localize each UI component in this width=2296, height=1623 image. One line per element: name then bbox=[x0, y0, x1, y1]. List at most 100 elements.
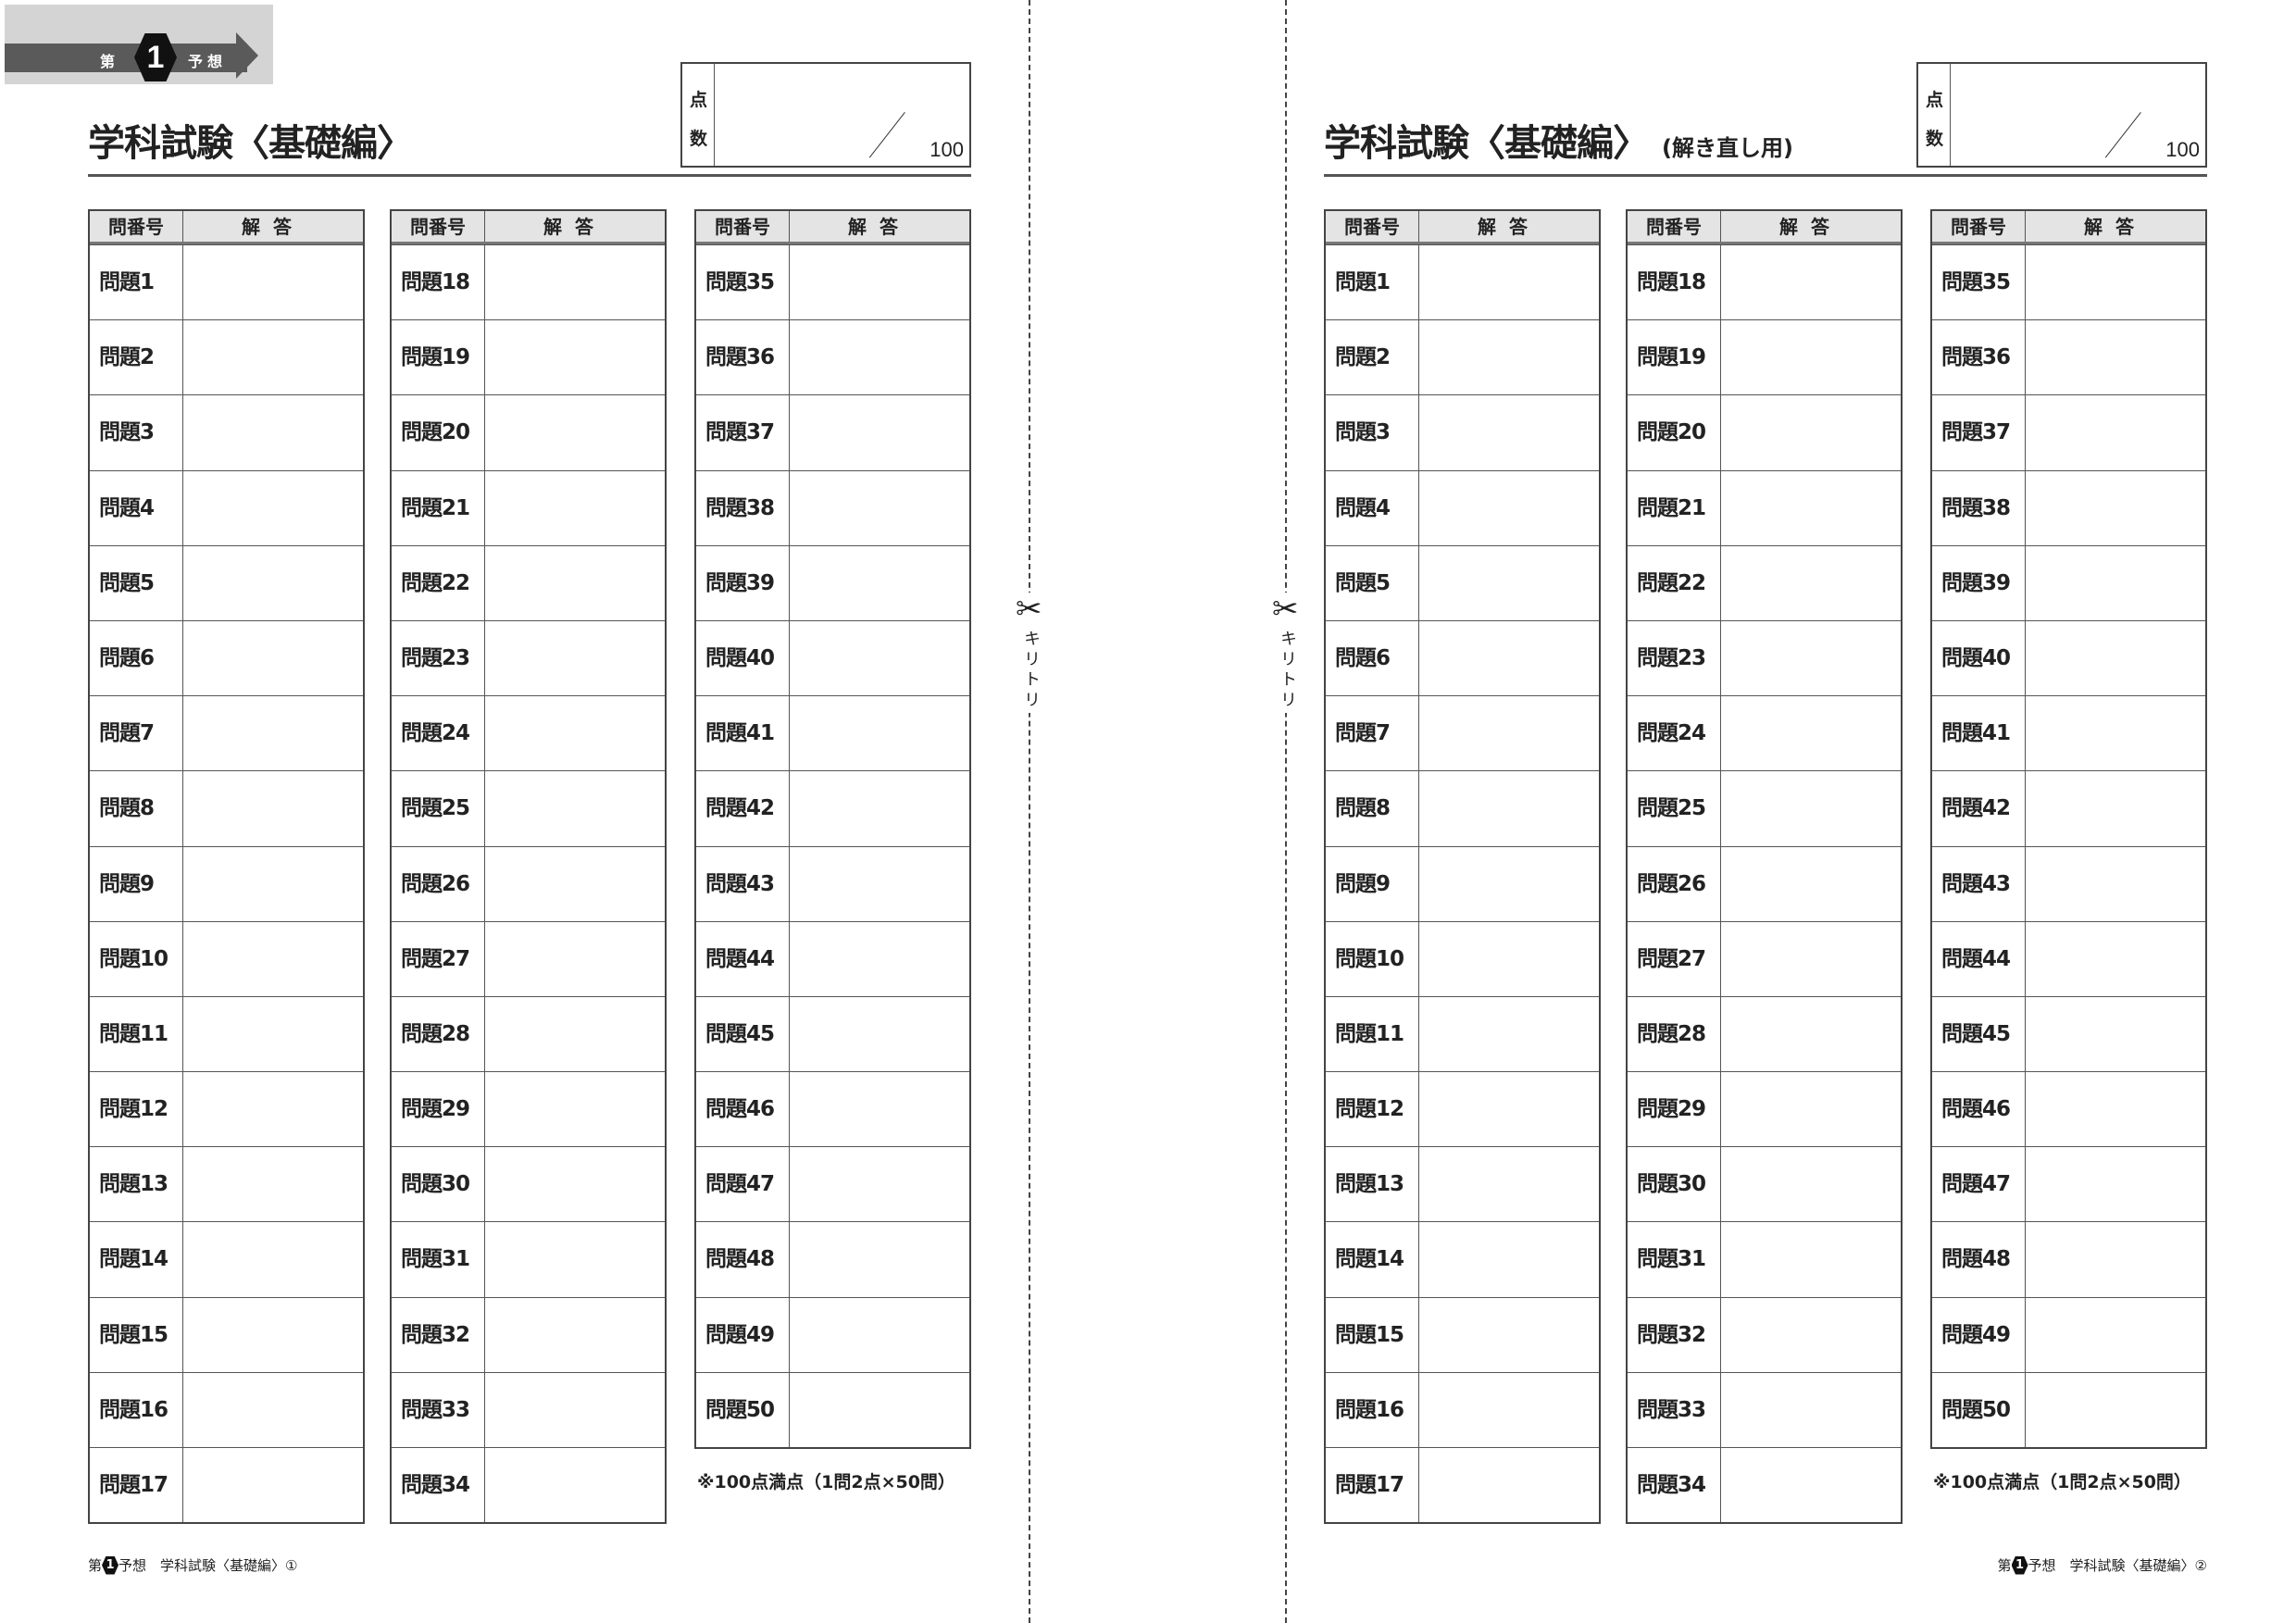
answer-cell[interactable] bbox=[1721, 471, 1901, 545]
answer-cell[interactable] bbox=[1419, 1298, 1599, 1372]
answer-cell[interactable] bbox=[183, 696, 363, 770]
answer-cell[interactable] bbox=[790, 395, 969, 469]
answer-cell[interactable] bbox=[790, 1298, 969, 1372]
answer-cell[interactable] bbox=[485, 1448, 665, 1522]
answer-cell[interactable] bbox=[485, 1222, 665, 1296]
answer-cell[interactable] bbox=[2026, 546, 2205, 620]
answer-cell[interactable] bbox=[2026, 696, 2205, 770]
answer-cell[interactable] bbox=[1721, 1298, 1901, 1372]
answer-cell[interactable] bbox=[790, 922, 969, 996]
answer-cell[interactable] bbox=[1721, 1072, 1901, 1146]
answer-cell[interactable] bbox=[1419, 1373, 1599, 1447]
answer-cell[interactable] bbox=[1721, 847, 1901, 921]
answer-cell[interactable] bbox=[1721, 997, 1901, 1071]
answer-cell[interactable] bbox=[485, 696, 665, 770]
answer-cell[interactable] bbox=[790, 471, 969, 545]
answer-cell[interactable] bbox=[1419, 997, 1599, 1071]
answer-cell[interactable] bbox=[2026, 395, 2205, 469]
answer-cell[interactable] bbox=[485, 997, 665, 1071]
answer-cell[interactable] bbox=[485, 1072, 665, 1146]
answer-cell[interactable] bbox=[790, 771, 969, 845]
answer-cell[interactable] bbox=[1721, 1373, 1901, 1447]
answer-cell[interactable] bbox=[485, 1298, 665, 1372]
answer-cell[interactable] bbox=[1419, 245, 1599, 319]
answer-cell[interactable] bbox=[1721, 621, 1901, 695]
answer-cell[interactable] bbox=[1419, 1448, 1599, 1522]
answer-cell[interactable] bbox=[183, 997, 363, 1071]
answer-cell[interactable] bbox=[183, 922, 363, 996]
answer-cell[interactable] bbox=[2026, 245, 2205, 319]
answer-cell[interactable] bbox=[2026, 1373, 2205, 1447]
answer-cell[interactable] bbox=[2026, 471, 2205, 545]
answer-cell[interactable] bbox=[2026, 621, 2205, 695]
answer-cell[interactable] bbox=[183, 1298, 363, 1372]
answer-cell[interactable] bbox=[1721, 1222, 1901, 1296]
answer-cell[interactable] bbox=[485, 1147, 665, 1221]
answer-cell[interactable] bbox=[1419, 771, 1599, 845]
answer-cell[interactable] bbox=[1419, 696, 1599, 770]
answer-cell[interactable] bbox=[485, 320, 665, 394]
answer-cell[interactable] bbox=[183, 1373, 363, 1447]
answer-cell[interactable] bbox=[183, 546, 363, 620]
answer-cell[interactable] bbox=[1721, 395, 1901, 469]
answer-cell[interactable] bbox=[790, 1373, 969, 1447]
answer-cell[interactable] bbox=[2026, 1147, 2205, 1221]
answer-cell[interactable] bbox=[485, 621, 665, 695]
answer-cell[interactable] bbox=[183, 621, 363, 695]
answer-cell[interactable] bbox=[183, 771, 363, 845]
answer-cell[interactable] bbox=[1419, 1222, 1599, 1296]
answer-cell[interactable] bbox=[183, 1448, 363, 1522]
answer-cell[interactable] bbox=[790, 621, 969, 695]
answer-cell[interactable] bbox=[485, 922, 665, 996]
answer-cell[interactable] bbox=[790, 546, 969, 620]
answer-cell[interactable] bbox=[2026, 997, 2205, 1071]
answer-cell[interactable] bbox=[485, 395, 665, 469]
answer-cell[interactable] bbox=[485, 471, 665, 545]
answer-cell[interactable] bbox=[183, 395, 363, 469]
answer-cell[interactable] bbox=[790, 847, 969, 921]
answer-cell[interactable] bbox=[1721, 771, 1901, 845]
answer-cell[interactable] bbox=[2026, 320, 2205, 394]
answer-cell[interactable] bbox=[1419, 546, 1599, 620]
answer-cell[interactable] bbox=[485, 546, 665, 620]
answer-cell[interactable] bbox=[1721, 1147, 1901, 1221]
answer-cell[interactable] bbox=[183, 1147, 363, 1221]
answer-cell[interactable] bbox=[790, 1222, 969, 1296]
answer-cell[interactable] bbox=[1721, 696, 1901, 770]
answer-cell[interactable] bbox=[1419, 395, 1599, 469]
answer-cell[interactable] bbox=[485, 245, 665, 319]
answer-cell[interactable] bbox=[2026, 1072, 2205, 1146]
answer-cell[interactable] bbox=[485, 771, 665, 845]
answer-cell[interactable] bbox=[1419, 320, 1599, 394]
answer-cell[interactable] bbox=[183, 1222, 363, 1296]
answer-cell[interactable] bbox=[1419, 621, 1599, 695]
answer-cell[interactable] bbox=[183, 1072, 363, 1146]
answer-cell[interactable] bbox=[790, 320, 969, 394]
answer-cell[interactable] bbox=[790, 245, 969, 319]
answer-cell[interactable] bbox=[1721, 1448, 1901, 1522]
answer-cell[interactable] bbox=[485, 1373, 665, 1447]
answer-cell[interactable] bbox=[1721, 922, 1901, 996]
answer-cell[interactable] bbox=[183, 320, 363, 394]
answer-cell[interactable] bbox=[790, 997, 969, 1071]
answer-cell[interactable] bbox=[2026, 1298, 2205, 1372]
answer-cell[interactable] bbox=[183, 847, 363, 921]
answer-cell[interactable] bbox=[2026, 1222, 2205, 1296]
answer-cell[interactable] bbox=[1721, 546, 1901, 620]
answer-cell[interactable] bbox=[790, 1072, 969, 1146]
answer-cell[interactable] bbox=[2026, 922, 2205, 996]
answer-cell[interactable] bbox=[1419, 847, 1599, 921]
answer-cell[interactable] bbox=[2026, 847, 2205, 921]
answer-cell[interactable] bbox=[1419, 922, 1599, 996]
answer-cell[interactable] bbox=[183, 245, 363, 319]
answer-cell[interactable] bbox=[1419, 471, 1599, 545]
answer-cell[interactable] bbox=[1419, 1147, 1599, 1221]
answer-cell[interactable] bbox=[790, 1147, 969, 1221]
answer-cell[interactable] bbox=[1721, 320, 1901, 394]
answer-cell[interactable] bbox=[1721, 245, 1901, 319]
answer-cell[interactable] bbox=[183, 471, 363, 545]
answer-cell[interactable] bbox=[2026, 771, 2205, 845]
answer-cell[interactable] bbox=[1419, 1072, 1599, 1146]
answer-cell[interactable] bbox=[790, 696, 969, 770]
answer-cell[interactable] bbox=[485, 847, 665, 921]
